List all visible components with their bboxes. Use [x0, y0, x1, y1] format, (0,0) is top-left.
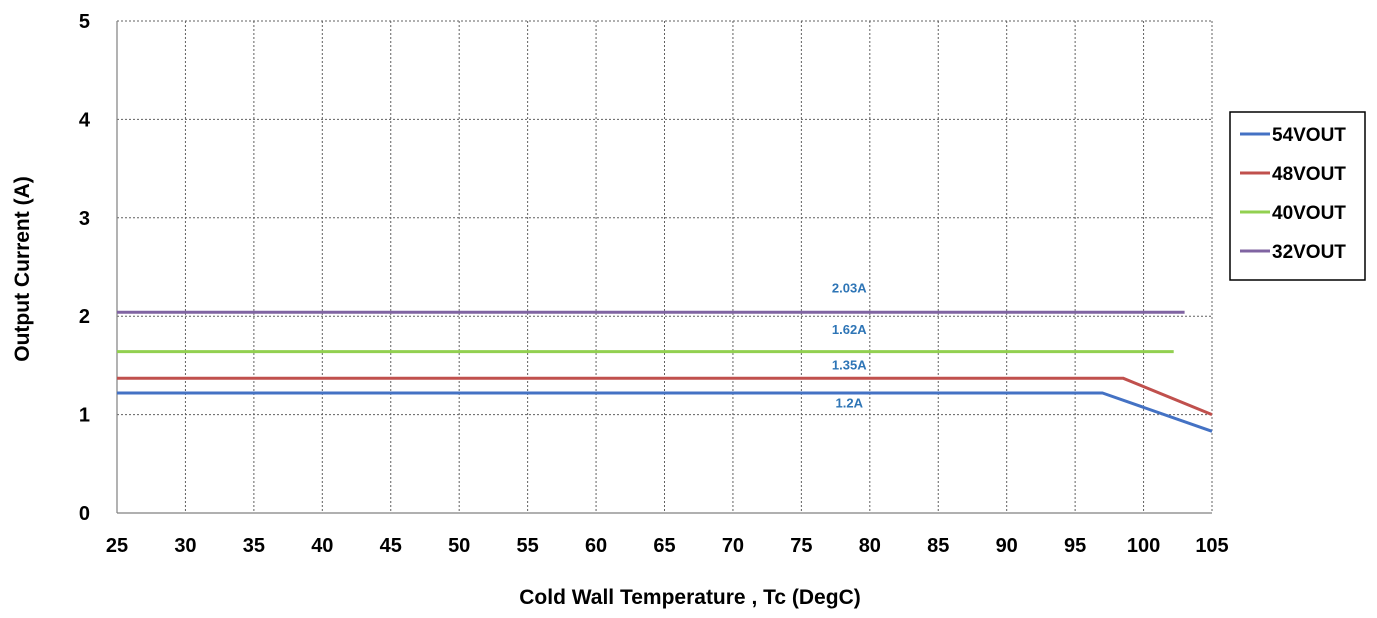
x-tick-label: 80: [859, 535, 881, 557]
x-tick-label: 90: [996, 535, 1018, 557]
annotations: 2.03A 1.62A 1.35A 1.2A: [832, 281, 867, 411]
legend-label: 40VOUT: [1272, 203, 1346, 224]
series-lines: [117, 310, 1213, 433]
legend: 54VOUT 48VOUT 40VOUT 32VOUT: [1229, 111, 1366, 281]
value-annotation: 1.35A: [832, 357, 867, 372]
series-line-54vout: [117, 391, 1213, 433]
x-axis-label: Cold Wall Temperature , Tc (DegC): [519, 586, 860, 609]
x-tick-label: 65: [653, 535, 675, 557]
series-line-48vout: [117, 376, 1213, 416]
x-tick-label: 25: [106, 535, 128, 557]
x-tick-label: 45: [380, 535, 402, 557]
y-tick-label: 2: [79, 306, 90, 328]
x-tick-label: 50: [448, 535, 470, 557]
y-tick-label: 0: [79, 503, 90, 525]
x-tick-label: 75: [790, 535, 812, 557]
x-tick-label: 100: [1127, 535, 1160, 557]
value-annotation: 2.03A: [832, 281, 867, 296]
y-tick-label: 4: [79, 109, 91, 131]
y-tick-labels: 0 1 2 3 4 5: [79, 11, 91, 525]
y-tick-label: 5: [79, 11, 90, 33]
y-tick-label: 1: [79, 405, 90, 427]
legend-label: 54VOUT: [1272, 125, 1346, 146]
x-tick-label: 70: [722, 535, 744, 557]
x-tick-label: 60: [585, 535, 607, 557]
x-tick-label: 35: [243, 535, 265, 557]
y-axis-label: Output Current (A): [11, 176, 34, 361]
x-tick-label: 85: [927, 535, 949, 557]
x-tick-label: 95: [1064, 535, 1086, 557]
y-tick-label: 3: [79, 208, 90, 230]
x-tick-label: 40: [311, 535, 333, 557]
legend-label: 48VOUT: [1272, 164, 1346, 185]
legend-label: 32VOUT: [1272, 242, 1346, 263]
grid: [116, 20, 1213, 514]
x-tick-labels: 25 30 35 40 45 50 55 60 65 70 75 80 85 90 95 100 105: [106, 535, 1229, 557]
x-tick-label: 55: [517, 535, 539, 557]
value-annotation: 1.62A: [832, 322, 867, 337]
x-tick-label: 105: [1195, 535, 1228, 557]
value-annotation: 1.2A: [836, 396, 864, 411]
x-tick-label: 30: [174, 535, 196, 557]
